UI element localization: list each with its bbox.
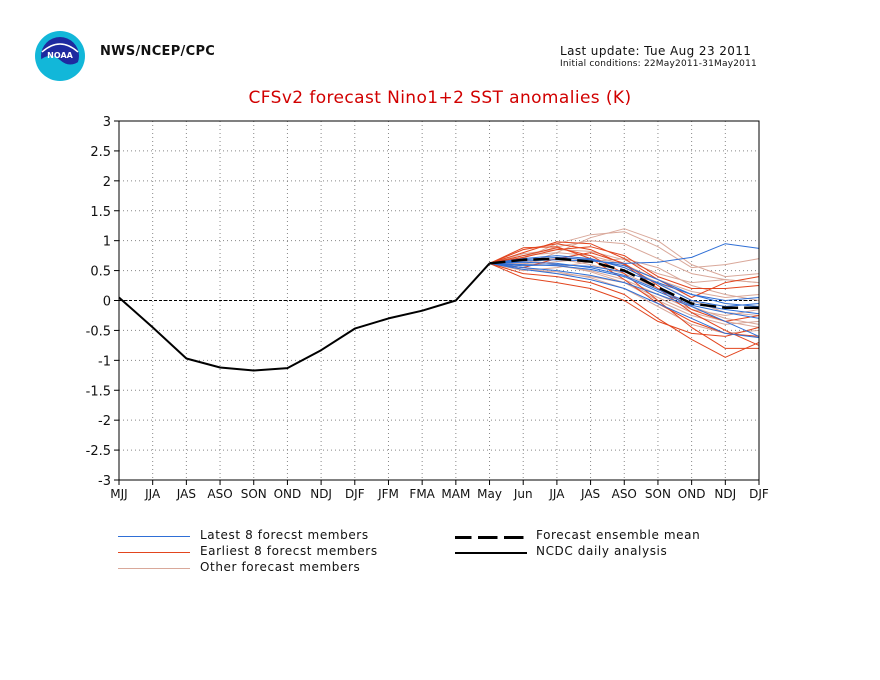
grid-layer [119,121,759,480]
legend-swatch-other [118,568,190,569]
y-tick-label: -3 [98,474,111,489]
series-line-earliest-1 [489,247,759,349]
x-tick-label: OND [274,487,302,501]
frame-layer [118,120,760,481]
series-line-analysis-0 [118,262,491,372]
series-line-latest-3 [489,255,760,307]
x-tick-label: DJF [749,487,769,501]
x-tick-label: FMA [409,487,435,501]
series-line-earliest-3 [489,241,760,298]
series-layer [118,228,760,372]
y-tick-label: 2 [103,175,111,190]
initial-conditions-label: Initial conditions: 22May2011-31May2011 [560,59,757,69]
legend-label-latest: Latest 8 forecst members [200,528,369,542]
last-update-label: Last update: Tue Aug 23 2011 [560,44,752,58]
legend-swatch-mean [455,536,527,539]
legend-label-earliest: Earliest 8 forecst members [200,544,378,558]
series-line-latest-6 [489,262,760,339]
chart-title: CFSv2 forecast Nino1+2 SST anomalies (K) [248,88,632,108]
x-tick-label: JAS [580,487,600,501]
legend-swatch-analysis [455,552,527,554]
x-tick-label: NDJ [714,487,736,501]
legend-swatch-latest [118,536,190,537]
series-line-mean-0 [489,257,759,309]
y-tick-label: 0 [103,295,111,310]
series-line-earliest-6 [489,262,760,337]
legend-label-other: Other forecast members [200,560,361,574]
x-tick-label: JAS [176,487,196,501]
series-line-earliest-5 [489,246,760,337]
x-tick-label: Jun [513,487,533,501]
x-tick-label: ASO [207,487,232,501]
x-tick-label: May [477,487,502,501]
x-tick-label: JJA [548,487,565,501]
x-tick-label: OND [678,487,706,501]
y-tick-label: 3 [103,115,111,130]
x-tick-label: SON [241,487,267,501]
x-tick-label: SON [645,487,671,501]
legend-label-analysis: NCDC daily analysis [536,544,668,558]
y-tick-label: -0.5 [86,324,111,339]
series-line-earliest-7 [489,246,760,289]
logo-text: NOAA [47,51,73,60]
x-tick-label: NDJ [310,487,332,501]
series-line-other-10 [489,240,760,284]
x-tick-label: JFM [377,487,399,501]
noaa-logo-icon: NOAA [34,30,86,82]
y-tick-label: 1 [103,235,111,250]
y-tick-label: -2 [98,414,111,429]
legend-swatch-earliest [118,552,190,553]
x-tick-label: DJF [345,487,365,501]
x-tick-label: MJJ [110,487,127,501]
org-label: NWS/NCEP/CPC [100,44,216,59]
y-tick-label: -1 [98,354,111,369]
plot-frame [118,120,760,481]
y-tick-label: -2.5 [86,444,111,459]
series-line-latest-1 [489,262,760,337]
x-tick-label: ASO [612,487,637,501]
x-tick-label: MAM [441,487,470,501]
y-tick-label: 1.5 [90,205,111,220]
y-tick-label: 2.5 [90,145,111,160]
series-line-other-8 [489,249,760,284]
legend-label-mean: Forecast ensemble mean [536,528,701,542]
x-tick-label: JJA [144,487,161,501]
y-tick-label: -1.5 [86,384,111,399]
series-line-earliest-2 [489,262,760,358]
y-tick-label: 0.5 [90,265,111,280]
